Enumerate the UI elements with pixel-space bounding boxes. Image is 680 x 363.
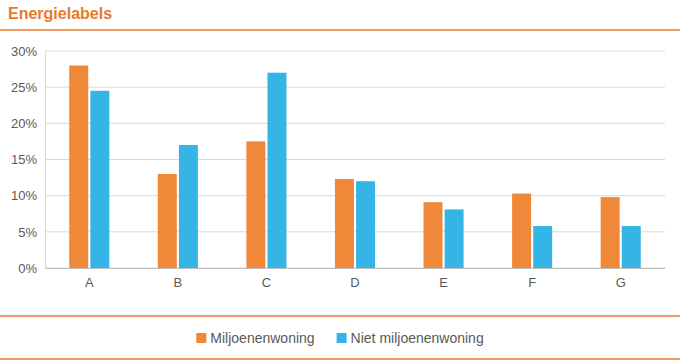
- x-tick: D: [350, 268, 359, 290]
- grid-line: [45, 268, 665, 269]
- bar: [445, 209, 464, 268]
- y-tick: 20%: [11, 116, 45, 131]
- grid-line: [45, 87, 665, 88]
- legend-item: Miljoenenwoning: [196, 330, 314, 346]
- title-rule: [0, 29, 680, 31]
- y-tick-label: 0%: [18, 261, 37, 276]
- x-tick: F: [528, 268, 536, 290]
- y-tick: 30%: [11, 44, 45, 59]
- x-tick-label: A: [85, 275, 94, 290]
- chart: Energielabels 0% 5% 10% 15% 20% 25% 30% A B C D E F G M…: [0, 0, 680, 363]
- legend-label: Niet miljoenenwoning: [351, 330, 484, 346]
- x-axis: A B C D E F G: [46, 268, 666, 290]
- x-tick: B: [174, 268, 183, 290]
- bar-series: [69, 65, 619, 268]
- bar: [424, 202, 443, 268]
- y-tick-label: 15%: [11, 152, 37, 167]
- y-tick: 10%: [11, 188, 45, 203]
- bar: [90, 91, 109, 268]
- legend-rule: [0, 315, 680, 317]
- y-tick: 5%: [18, 224, 45, 239]
- x-tick-label: E: [439, 275, 448, 290]
- y-tick-label: 5%: [18, 224, 37, 239]
- y-axis-line: [45, 52, 46, 269]
- legend-label: Miljoenenwoning: [210, 330, 314, 346]
- x-tick: C: [262, 268, 271, 290]
- y-tick-label: 25%: [11, 80, 37, 95]
- y-tick: 15%: [11, 152, 45, 167]
- y-tick-label: 20%: [11, 116, 37, 131]
- x-axis-line: [46, 268, 666, 269]
- legend-rule: [0, 358, 680, 360]
- x-tick-label: C: [262, 275, 271, 290]
- y-axis: 0% 5% 10% 15% 20% 25% 30%: [11, 44, 46, 276]
- bar: [512, 193, 531, 268]
- x-tick-label: G: [616, 275, 626, 290]
- bar: [601, 197, 620, 268]
- grid-line: [45, 159, 665, 160]
- bar: [622, 226, 641, 268]
- y-tick-label: 10%: [11, 188, 37, 203]
- legend-swatch: [337, 333, 347, 343]
- bar-series: [90, 73, 640, 268]
- x-tick: A: [85, 268, 94, 290]
- grid-line: [45, 123, 665, 124]
- bars: [69, 65, 640, 268]
- grid: [45, 51, 665, 268]
- grid-line: [45, 231, 665, 232]
- bar: [246, 141, 265, 268]
- x-tick-label: B: [174, 275, 183, 290]
- x-tick-label: F: [528, 275, 536, 290]
- bar: [267, 73, 286, 268]
- bar: [179, 145, 198, 268]
- bar: [69, 65, 88, 268]
- legend: Miljoenenwoning Niet miljoenenwoning: [196, 330, 483, 346]
- bar: [158, 174, 177, 268]
- legend-swatch: [196, 333, 206, 343]
- grid-line: [45, 51, 665, 52]
- bar: [356, 181, 375, 268]
- y-tick: 25%: [11, 80, 45, 95]
- x-tick: G: [616, 268, 626, 290]
- bar: [533, 226, 552, 268]
- title: Energielabels: [8, 5, 112, 22]
- grid-line: [45, 195, 665, 196]
- bar: [335, 179, 354, 268]
- y-tick: 0%: [18, 261, 45, 276]
- x-tick-label: D: [350, 275, 359, 290]
- legend-item: Niet miljoenenwoning: [337, 330, 484, 346]
- y-tick-label: 30%: [11, 44, 37, 59]
- x-tick: E: [439, 268, 448, 290]
